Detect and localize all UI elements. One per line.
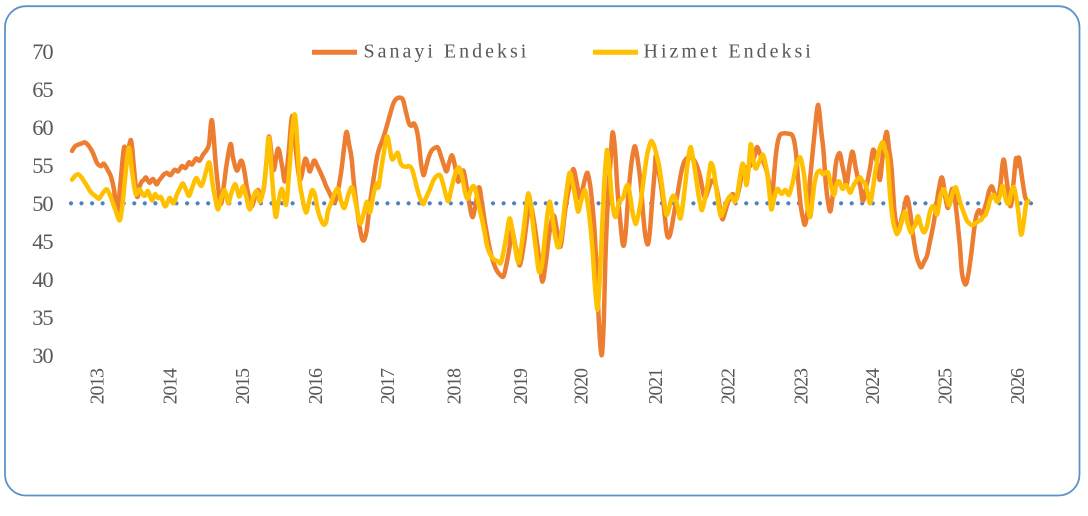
- svg-text:2023: 2023: [790, 368, 812, 404]
- svg-text:2026: 2026: [1007, 368, 1029, 404]
- svg-text:50: 50: [32, 191, 53, 216]
- svg-text:Sanayi Endeksi: Sanayi Endeksi: [364, 41, 530, 63]
- svg-text:70: 70: [32, 39, 53, 64]
- svg-text:2018: 2018: [443, 368, 465, 404]
- svg-text:45: 45: [32, 229, 53, 254]
- svg-text:2017: 2017: [377, 368, 399, 404]
- svg-text:2015: 2015: [232, 368, 254, 404]
- svg-text:2025: 2025: [934, 368, 956, 404]
- svg-text:2019: 2019: [510, 368, 532, 404]
- svg-text:2014: 2014: [159, 368, 181, 404]
- svg-text:35: 35: [32, 305, 53, 330]
- svg-text:60: 60: [32, 115, 53, 140]
- svg-text:40: 40: [32, 267, 53, 292]
- svg-text:2020: 2020: [571, 368, 593, 404]
- svg-text:65: 65: [32, 77, 53, 102]
- svg-text:55: 55: [32, 153, 53, 178]
- svg-text:Hizmet Endeksi: Hizmet Endeksi: [644, 41, 814, 63]
- svg-text:2022: 2022: [717, 369, 739, 404]
- svg-text:2016: 2016: [305, 368, 327, 404]
- svg-text:2021: 2021: [645, 369, 667, 404]
- svg-text:30: 30: [32, 343, 53, 368]
- svg-text:2024: 2024: [862, 368, 884, 404]
- svg-text:2013: 2013: [87, 368, 109, 404]
